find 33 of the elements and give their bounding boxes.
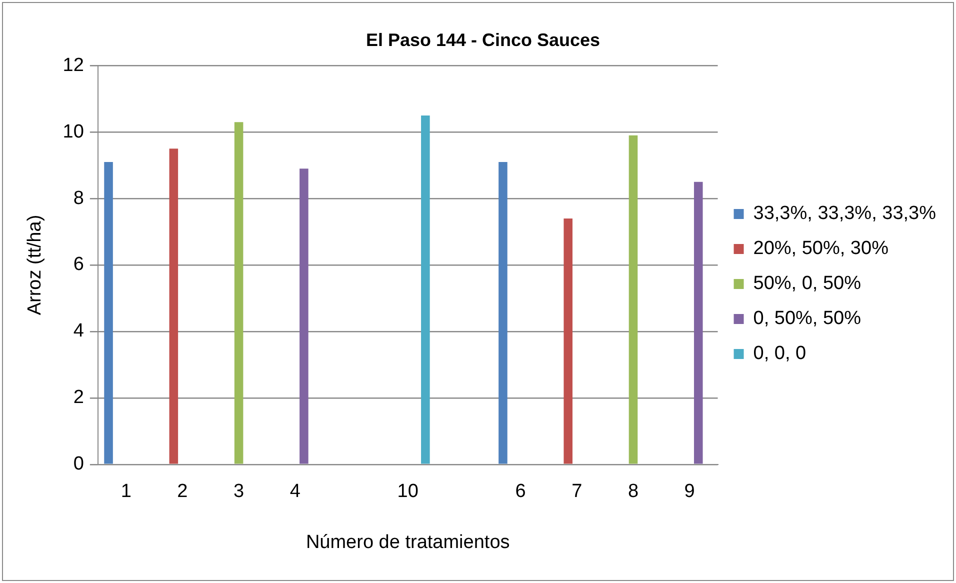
- x-tick-label: 7: [572, 481, 582, 502]
- x-tick-label: 3: [234, 481, 244, 502]
- y-tick-label: 2: [73, 387, 84, 408]
- bar: [169, 148, 178, 464]
- x-tick-label: 8: [628, 481, 639, 502]
- y-tick-label: 8: [73, 188, 84, 209]
- y-tick-label: 4: [73, 320, 84, 342]
- y-tick-label: 10: [62, 121, 84, 142]
- x-tick-label: 6: [515, 481, 526, 502]
- legend-label: 33,3%, 33,3%, 33,3%: [753, 203, 936, 224]
- y-tick-label: 0: [73, 454, 84, 475]
- x-tick-label: 10: [397, 481, 418, 502]
- x-tick-label: 9: [684, 481, 695, 502]
- legend-label: 20%, 50%, 30%: [753, 238, 889, 260]
- x-axis-title: Número de tratamientos: [306, 532, 510, 553]
- bar: [628, 135, 638, 464]
- chart-title: El Paso 144 - Cinco Sauces: [366, 30, 600, 50]
- y-axis-title: Arroz (tt/ha): [24, 214, 46, 316]
- legend-label: 0, 50%, 50%: [753, 308, 862, 330]
- y-tick-label: 12: [62, 54, 84, 76]
- bar: [104, 162, 113, 464]
- bar: [694, 182, 703, 464]
- x-tick-label: 4: [290, 481, 301, 502]
- legend-label: 50%, 0, 50%: [753, 273, 862, 294]
- bar: [564, 218, 572, 464]
- y-tick-label: 6: [73, 254, 84, 276]
- bar: [421, 115, 430, 464]
- legend-label: 0, 0, 0: [753, 343, 806, 364]
- x-tick-label: 2: [177, 481, 188, 502]
- bar: [498, 162, 508, 464]
- x-tick-label: 1: [120, 481, 132, 502]
- bar: [300, 168, 308, 464]
- bar: [234, 122, 244, 464]
